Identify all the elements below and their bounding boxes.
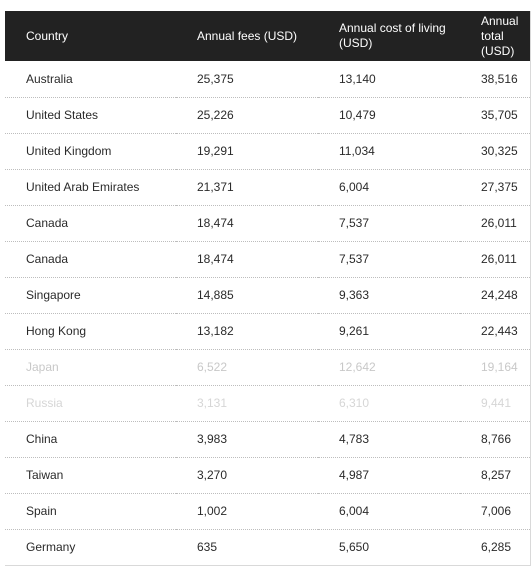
cell-annual-total: 26,011 xyxy=(481,252,517,266)
cell-annual-fees: 635 xyxy=(197,540,218,555)
table-row: United States 25,226 10,479 35,705 xyxy=(5,97,530,133)
cell-annual-fees: 25,226 xyxy=(197,108,234,122)
table-header: Country Annual fees (USD) Annual cost of… xyxy=(5,11,530,61)
table-body: Australia 25,375 13,140 38,516 United States… xyxy=(5,61,530,565)
cell-cost-of-living: 6,004 xyxy=(339,504,370,518)
cell-country: United Kingdom xyxy=(26,144,112,158)
cell-annual-total: 9,441 xyxy=(481,396,512,410)
cell-country: Australia xyxy=(26,71,73,86)
table-row: United Arab Emirates 21,371 6,004 27,375 xyxy=(5,169,530,205)
cell-annual-total: 8,766 xyxy=(481,432,512,446)
cell-cost-of-living: 5,650 xyxy=(339,540,370,555)
cell-annual-fees: 25,375 xyxy=(197,71,234,86)
cell-cost-of-living: 7,537 xyxy=(339,252,370,266)
cell-country: China xyxy=(26,432,58,446)
header-cost-of-living: Annual cost of living (USD) xyxy=(339,21,446,50)
header-country: Country xyxy=(26,28,69,43)
cell-country: Spain xyxy=(26,504,57,518)
cell-annual-fees: 14,885 xyxy=(197,288,234,302)
cell-cost-of-living: 9,363 xyxy=(339,288,370,302)
cell-country: Singapore xyxy=(26,288,81,302)
cell-annual-fees: 18,474 xyxy=(197,252,234,266)
table-row: Japan 6,522 12,642 19,164 xyxy=(5,349,530,385)
cell-cost-of-living: 6,310 xyxy=(339,396,370,410)
cell-annual-total: 22,443 xyxy=(481,324,518,338)
cell-annual-total: 38,516 xyxy=(481,71,518,86)
table-row: Hong Kong 13,182 9,261 22,443 xyxy=(5,313,530,349)
table-row: Australia 25,375 13,140 38,516 xyxy=(5,61,530,97)
cell-annual-total: 19,164 xyxy=(481,360,518,374)
cell-annual-fees: 19,291 xyxy=(197,144,234,158)
table-row: Russia 3,131 6,310 9,441 xyxy=(5,385,530,421)
cell-cost-of-living: 12,642 xyxy=(339,360,376,374)
cell-annual-total: 6,285 xyxy=(481,540,512,555)
cell-cost-of-living: 6,004 xyxy=(339,180,370,194)
cell-annual-total: 27,375 xyxy=(481,180,518,194)
cell-cost-of-living: 11,034 xyxy=(339,144,375,158)
table-row: Canada 18,474 7,537 26,011 xyxy=(5,241,530,277)
cell-annual-total: 8,257 xyxy=(481,468,512,482)
header-annual-total: Annual total (USD) xyxy=(481,13,519,58)
table-row: China 3,983 4,783 8,766 xyxy=(5,421,530,457)
cell-cost-of-living: 9,261 xyxy=(339,324,370,338)
cell-annual-fees: 1,002 xyxy=(197,504,228,518)
cell-country: Canada xyxy=(26,216,69,230)
cell-annual-fees: 13,182 xyxy=(197,324,234,338)
table-row: Canada 18,474 7,537 26,011 xyxy=(5,205,530,241)
cell-cost-of-living: 7,537 xyxy=(339,216,370,230)
cost-table-container: Country Annual fees (USD) Annual cost of… xyxy=(5,11,531,566)
cell-country: Taiwan xyxy=(26,468,64,482)
cell-country: United States xyxy=(26,108,99,122)
table-row: Spain 1,002 6,004 7,006 xyxy=(5,493,530,529)
table-row: Germany 635 5,650 6,285 xyxy=(5,529,530,565)
cell-annual-total: 30,325 xyxy=(481,144,518,158)
cell-country: Russia xyxy=(26,396,63,410)
cell-country: Japan xyxy=(26,360,59,374)
header-row: Country Annual fees (USD) Annual cost of… xyxy=(5,11,530,61)
cell-annual-total: 24,248 xyxy=(481,288,518,302)
cell-annual-total: 7,006 xyxy=(481,504,512,518)
cell-annual-fees: 6,522 xyxy=(197,360,228,374)
cell-country: Canada xyxy=(26,252,69,266)
cell-country: Germany xyxy=(26,540,76,555)
cost-table: Country Annual fees (USD) Annual cost of… xyxy=(5,11,530,565)
cell-annual-total: 35,705 xyxy=(481,108,518,122)
cell-annual-fees: 21,371 xyxy=(197,180,234,194)
cell-cost-of-living: 4,987 xyxy=(339,468,370,482)
cell-annual-total: 26,011 xyxy=(481,216,517,230)
cell-annual-fees: 3,270 xyxy=(197,468,228,482)
cell-annual-fees: 18,474 xyxy=(197,216,234,230)
cell-cost-of-living: 13,140 xyxy=(339,71,376,86)
header-annual-fees: Annual fees (USD) xyxy=(197,28,298,43)
cell-cost-of-living: 4,783 xyxy=(339,432,370,446)
cell-annual-fees: 3,131 xyxy=(197,396,228,410)
cell-country: United Arab Emirates xyxy=(26,180,140,194)
cell-cost-of-living: 10,479 xyxy=(339,108,376,122)
cell-annual-fees: 3,983 xyxy=(197,432,228,446)
table-row: Singapore 14,885 9,363 24,248 xyxy=(5,277,530,313)
cell-country: Hong Kong xyxy=(26,324,87,338)
table-row: United Kingdom 19,291 11,034 30,325 xyxy=(5,133,530,169)
table-row: Taiwan 3,270 4,987 8,257 xyxy=(5,457,530,493)
